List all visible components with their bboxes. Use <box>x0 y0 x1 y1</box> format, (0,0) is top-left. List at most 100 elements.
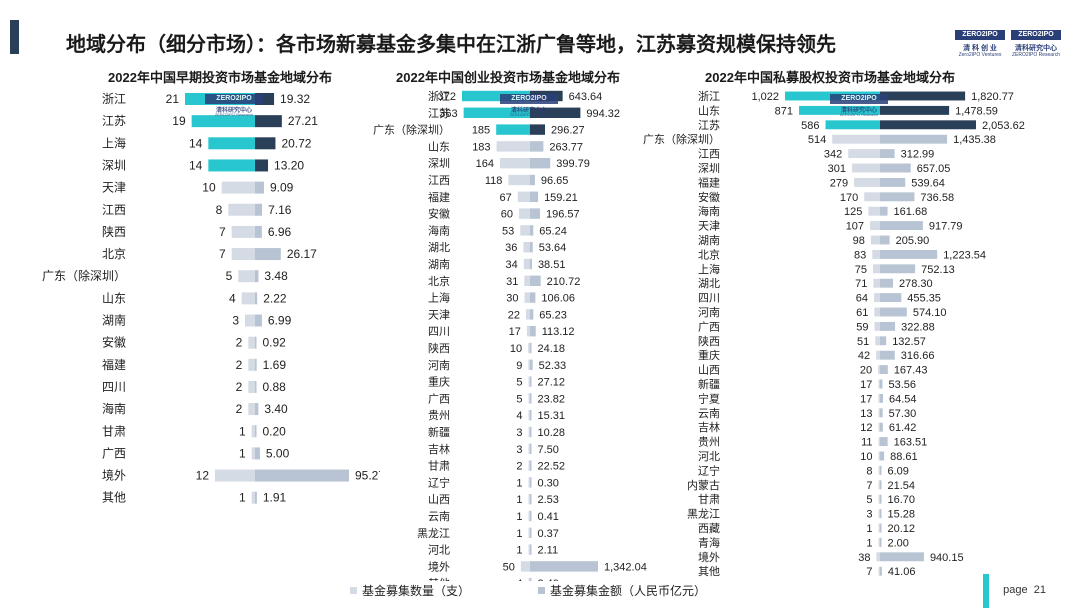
count-label: 4 <box>516 578 522 581</box>
category-label: 上海 <box>698 262 720 276</box>
amount-bar <box>255 469 349 482</box>
count-label: 67 <box>500 192 512 204</box>
amount-bar <box>530 342 532 354</box>
amount-bar <box>880 321 896 331</box>
amount-bar <box>255 336 257 349</box>
count-bar <box>528 493 530 505</box>
count-bar <box>528 426 530 438</box>
count-bar <box>208 137 255 150</box>
count-bar <box>528 577 530 581</box>
count-label: 34 <box>506 259 518 271</box>
zero2ipo-ventures-logo: ZERO2IPO 清 科 创 业 Zero2IPO Ventures <box>955 30 1005 64</box>
amount-bar <box>530 376 532 387</box>
page-title: 地域分布（细分市场）：各市场新募基金多集中在江浙广鲁等地，江苏募资规模保持领先 <box>66 34 836 56</box>
count-label: 1 <box>516 545 522 557</box>
count-bar <box>878 566 880 576</box>
category-label: 安徽 <box>698 190 720 204</box>
amount-bar <box>530 292 536 303</box>
amount-label: 20.72 <box>281 136 311 150</box>
amount-bar <box>880 465 882 475</box>
amount-label: 167.43 <box>894 365 928 377</box>
category-label: 安徽 <box>102 335 126 350</box>
category-label: 浙江 <box>102 92 126 106</box>
count-bar <box>878 465 880 475</box>
amount-label: 205.90 <box>896 235 930 247</box>
amount-label: 2.11 <box>538 545 559 557</box>
amount-bar <box>880 437 888 447</box>
amount-label: 106.06 <box>541 293 575 305</box>
count-label: 59 <box>856 321 868 333</box>
category-label: 河北 <box>698 450 720 463</box>
count-label: 12 <box>196 469 210 483</box>
amount-label: 2,053.62 <box>982 120 1025 132</box>
count-bar <box>231 225 255 238</box>
amount-label: 574.10 <box>913 307 947 319</box>
category-label: 河南 <box>428 359 450 372</box>
category-label: 天津 <box>102 181 126 195</box>
amount-bar <box>255 314 262 327</box>
count-label: 301 <box>828 163 846 175</box>
category-label: 山西 <box>698 364 720 377</box>
amount-bar <box>530 225 534 236</box>
category-label: 上海 <box>102 135 126 150</box>
count-bar <box>878 494 880 504</box>
category-label: 云南 <box>698 407 720 420</box>
count-label: 2 <box>236 380 243 394</box>
category-label: 北京 <box>428 274 450 288</box>
count-bar <box>238 270 255 283</box>
amount-label: 26.17 <box>287 247 317 261</box>
amount-bar <box>880 249 938 259</box>
amount-label: 21.54 <box>888 480 916 492</box>
count-bar <box>524 275 530 287</box>
count-bar <box>248 403 255 416</box>
count-label: 3 <box>516 427 522 439</box>
amount-label: 161.68 <box>894 206 928 218</box>
amount-bar <box>530 510 532 522</box>
category-label: 山东 <box>102 291 126 305</box>
amount-label: 159.21 <box>544 192 578 204</box>
amount-bar <box>880 552 924 562</box>
count-bar <box>248 358 255 371</box>
amount-bar <box>255 358 257 371</box>
category-label: 浙江 <box>428 90 450 103</box>
category-label: 陕西 <box>698 334 720 348</box>
amount-label: 0.92 <box>263 336 287 350</box>
count-bar <box>528 342 530 354</box>
category-label: 河南 <box>698 306 720 319</box>
count-label: 8 <box>216 203 223 217</box>
amount-bar <box>530 241 533 253</box>
watermark-logo: ZERO2IPO 清科研究中心 ZERO2IPO Research <box>500 94 558 118</box>
amount-label: 196.57 <box>546 209 580 221</box>
amount-bar <box>880 149 895 159</box>
count-bar <box>523 258 530 270</box>
count-label: 10 <box>860 451 872 463</box>
category-label: 天津 <box>698 220 720 233</box>
category-label: 深圳 <box>698 162 720 175</box>
amount-label: 19.32 <box>280 92 310 106</box>
category-label: 黑龙江 <box>687 508 720 521</box>
count-label: 7 <box>219 247 226 261</box>
amount-bar <box>880 494 882 504</box>
count-label: 31 <box>506 276 518 288</box>
count-bar <box>221 181 255 194</box>
amount-label: 263.77 <box>549 141 583 153</box>
legend-count-swatch <box>350 587 357 594</box>
amount-label: 16.70 <box>888 494 916 506</box>
count-label: 60 <box>501 209 513 221</box>
count-label: 19 <box>172 114 186 128</box>
amount-bar <box>530 191 539 203</box>
count-label: 514 <box>808 134 826 146</box>
category-label: 重庆 <box>698 348 720 362</box>
amount-label: 15.31 <box>538 410 566 422</box>
count-bar <box>528 443 530 455</box>
amount-label: 752.13 <box>921 264 955 276</box>
count-bar <box>875 336 880 346</box>
count-bar <box>462 90 530 102</box>
amount-label: 296.27 <box>551 125 585 137</box>
title-band <box>0 0 1080 68</box>
category-label: 山东 <box>428 140 450 153</box>
amount-bar <box>530 309 534 320</box>
count-label: 21 <box>166 92 180 106</box>
category-label: 山东 <box>698 104 720 117</box>
count-bar <box>878 422 880 432</box>
